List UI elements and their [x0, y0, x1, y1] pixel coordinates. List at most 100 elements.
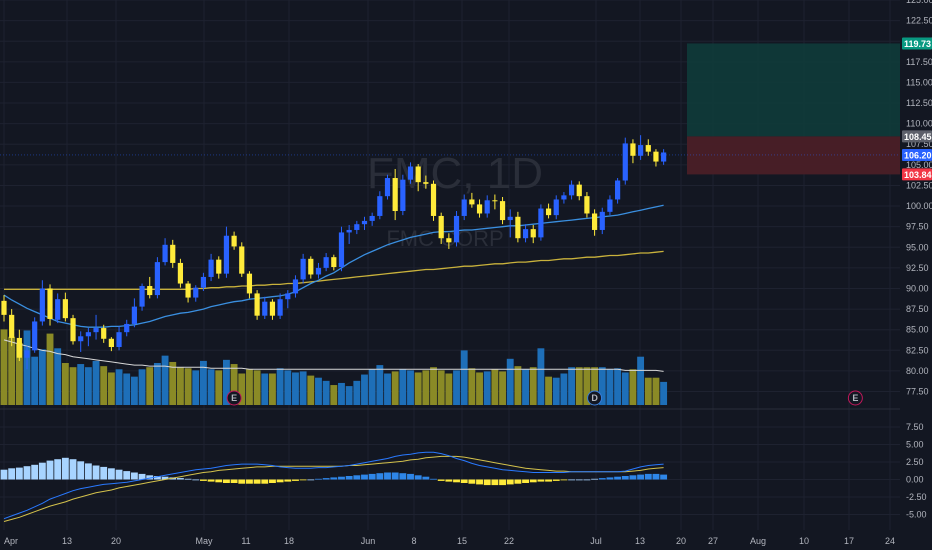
long-position-tool[interactable] — [0, 43, 900, 175]
price-tick-label: 97.50 — [906, 222, 929, 232]
candle — [9, 309, 15, 347]
candle-body — [39, 288, 45, 322]
macd-histogram-bar — [353, 475, 361, 480]
time-tick-label: 17 — [844, 536, 854, 546]
price-axis[interactable]: 77.50 80.00 82.50 85.00 87.50 90.00 92.50 95.00… — [906, 0, 932, 397]
stop-price-badge-box — [902, 168, 932, 181]
candle — [653, 149, 659, 167]
time-axis[interactable]: Apr 13 20 May 11 18 Jun 8 15 22 Jul 13 20 27 Aug 10 17 24 — [4, 536, 895, 546]
macd-histogram-bar — [414, 475, 422, 480]
candle — [170, 239, 176, 268]
candle — [346, 225, 352, 244]
candle — [147, 276, 153, 299]
volume-bar — [414, 372, 422, 405]
macd-histogram-bar — [222, 479, 230, 483]
volume-bar — [246, 369, 253, 405]
candle-body — [300, 258, 306, 280]
candle-body — [170, 244, 176, 263]
time-tick-label: Apr — [4, 536, 18, 546]
candle — [507, 209, 513, 238]
volume-bar — [61, 363, 69, 405]
volume-bar — [407, 370, 414, 405]
event-marker-label: E — [852, 393, 858, 403]
macd-histogram-bar — [537, 479, 545, 482]
volume-bar — [514, 366, 522, 405]
volume-bar — [583, 367, 591, 405]
candle — [661, 149, 667, 165]
candle-body — [461, 199, 467, 216]
macd-histogram-bar — [230, 479, 238, 483]
candle-body — [338, 232, 345, 268]
volume-bar — [552, 377, 560, 405]
volume-bar — [261, 373, 269, 405]
volume-bar — [506, 358, 514, 405]
price-tick-label: 110.00 — [906, 119, 932, 129]
event-marker[interactable]: E — [226, 390, 242, 406]
macd-histogram-bar — [437, 479, 445, 481]
volume-bar — [184, 368, 192, 405]
volume-bar — [560, 373, 568, 405]
candle-body — [361, 220, 368, 225]
macd-histogram-bar — [583, 479, 591, 481]
candle-body — [415, 166, 421, 183]
time-tick-label: Jun — [361, 536, 376, 546]
price-tick-label: 80.00 — [906, 366, 929, 376]
macd-histogram-bar — [77, 461, 85, 480]
macd-tick-label: 5.00 — [906, 440, 924, 450]
volume-bar — [637, 356, 645, 405]
candle-body — [545, 208, 552, 216]
candle — [101, 324, 107, 343]
entry-price-badge-text: 108.45 — [904, 132, 932, 142]
macd-histogram-bar — [606, 477, 614, 480]
volume-bar — [660, 381, 668, 405]
volume-bar — [361, 374, 368, 405]
time-tick-label: Aug — [750, 536, 766, 546]
macd-histogram-bar — [130, 472, 138, 480]
volume-bar — [276, 368, 284, 405]
macd-histogram-bar — [330, 477, 338, 480]
macd-signal-line — [3, 455, 664, 522]
event-marker-label: E — [231, 393, 237, 403]
macd-histogram-bar — [491, 479, 499, 486]
time-tick-label: Jul — [590, 536, 602, 546]
time-tick-label: 15 — [457, 536, 467, 546]
macd-histogram-bar — [361, 474, 368, 480]
candle-body — [622, 143, 628, 181]
candle-body — [607, 199, 613, 212]
candle-body — [246, 273, 253, 294]
candle — [47, 284, 53, 326]
candle — [553, 195, 559, 220]
candle-body — [407, 166, 414, 180]
candle — [407, 162, 414, 184]
candle-body — [630, 143, 636, 156]
macd-axis[interactable]: 7.50 5.00 2.50 0.00 -2.50 -5.00 — [906, 422, 927, 520]
macd-histogram-bar — [299, 479, 307, 481]
stop-zone — [687, 136, 900, 175]
candle — [530, 225, 536, 244]
moving-averages — [3, 204, 664, 328]
macd-histogram-bar — [338, 476, 345, 480]
price-tick-label: 85.00 — [906, 325, 929, 335]
candle-body — [32, 321, 38, 351]
macd-histogram-bar — [8, 468, 16, 480]
candle-body — [499, 201, 506, 221]
time-tick-label: 18 — [284, 536, 294, 546]
event-marker[interactable]: E — [847, 390, 863, 406]
macd-histogram-bar — [38, 462, 46, 480]
candle-body — [154, 262, 160, 296]
candle-body — [645, 145, 651, 152]
volume-bar — [8, 336, 16, 405]
price-tick-label: 92.50 — [906, 263, 929, 273]
macd-histogram-bar — [146, 475, 154, 480]
macd-histogram-bar — [468, 479, 476, 484]
macd-histogram-bar — [31, 464, 39, 480]
macd-histogram-bar — [54, 459, 62, 480]
candle — [584, 192, 590, 218]
candle-body — [70, 318, 76, 342]
candle — [292, 275, 299, 298]
macd-histogram-bar — [292, 479, 299, 481]
event-marker[interactable]: D — [587, 390, 603, 406]
time-tick-label: 10 — [799, 536, 809, 546]
